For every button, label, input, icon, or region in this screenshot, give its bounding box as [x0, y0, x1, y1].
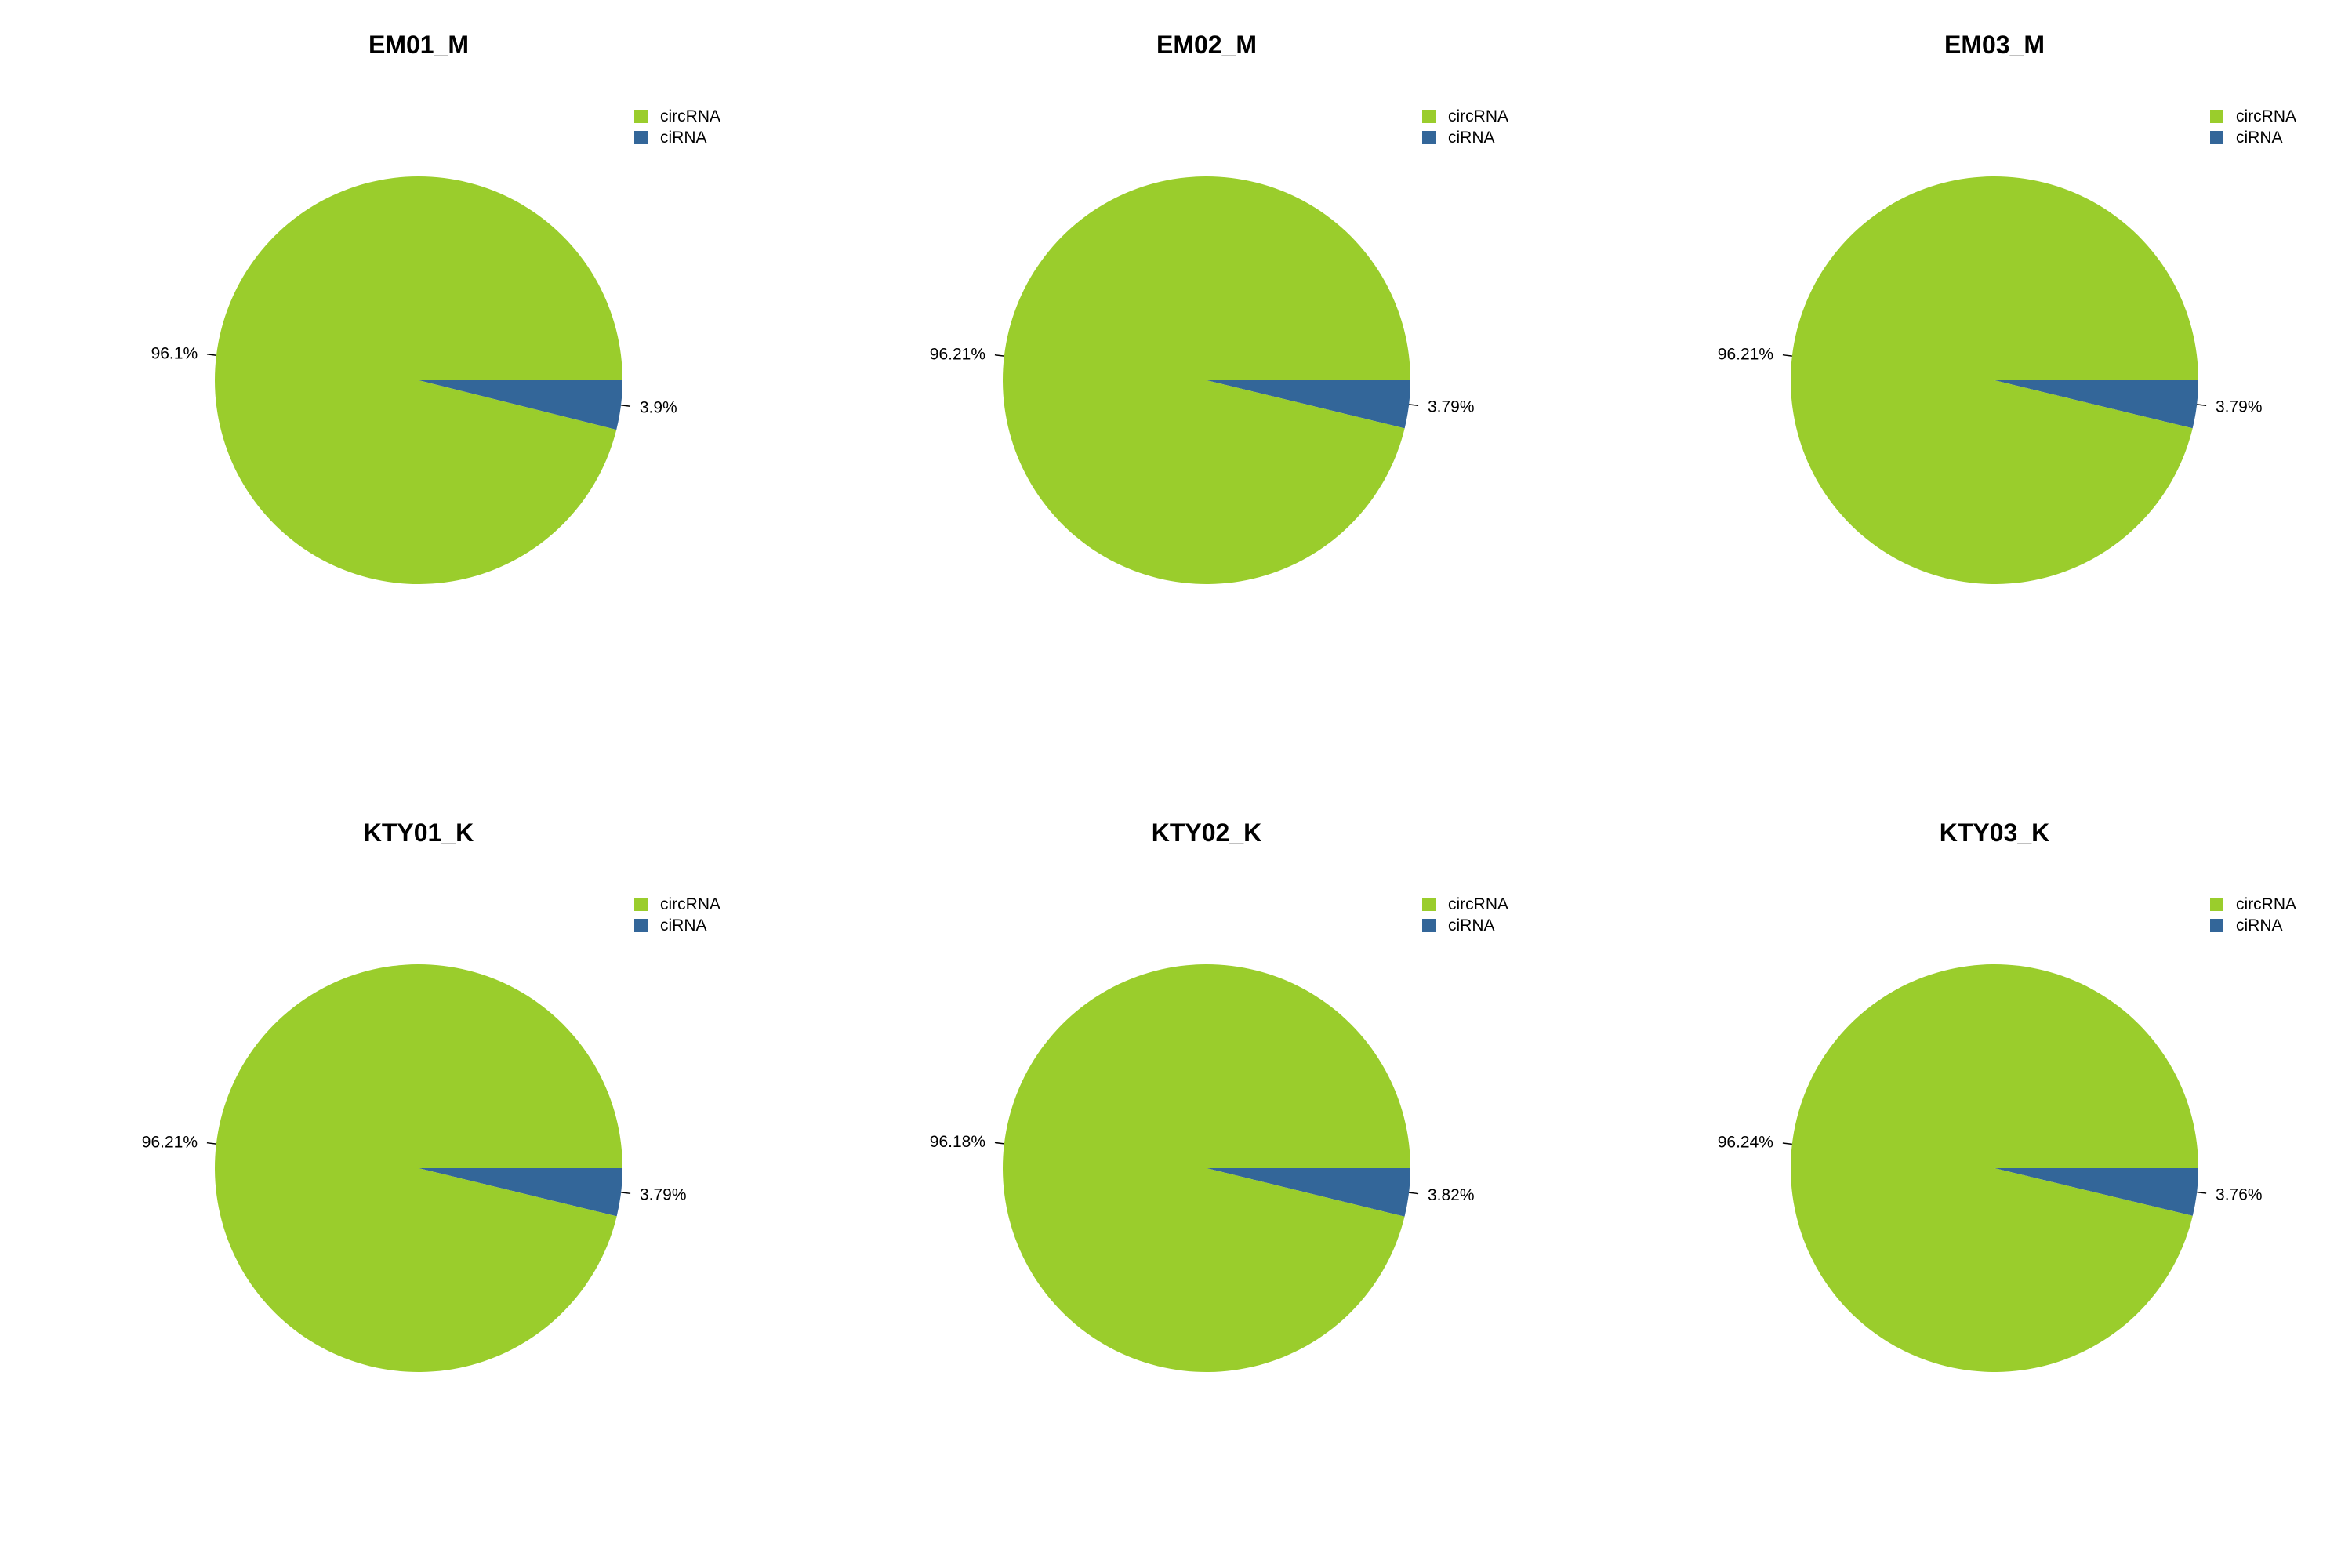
- legend-swatch-cirna: [634, 919, 648, 932]
- slice-leader-line: [206, 1142, 216, 1145]
- pie-slice-circrna: [215, 964, 622, 1373]
- pie-slice-circrna: [214, 176, 622, 585]
- legend-swatch-cirna: [1422, 919, 1436, 932]
- slice-leader-line: [2197, 1191, 2207, 1194]
- legend-label-circrna: circRNA: [660, 895, 720, 913]
- legend-label-circrna: circRNA: [1448, 107, 1508, 125]
- slice-percent-label: 3.79%: [640, 1186, 687, 1204]
- legend-label-cirna: ciRNA: [660, 916, 707, 935]
- chart-title: EM03_M: [1944, 31, 2045, 59]
- slice-percent-label: 96.21%: [930, 345, 985, 363]
- chart-title: KTY03_K: [1940, 818, 2050, 847]
- slice-percent-label: 3.79%: [2216, 398, 2263, 416]
- slice-percent-label: 3.82%: [1428, 1186, 1475, 1204]
- legend-label-cirna: ciRNA: [1448, 129, 1495, 147]
- pie-panel: KTY01_K 3.79% 96.21% circRNA ciRNA: [142, 818, 720, 1373]
- slice-percent-label: 3.76%: [2216, 1185, 2263, 1203]
- legend-label-cirna: ciRNA: [2236, 129, 2283, 147]
- slice-percent-label: 96.21%: [142, 1133, 198, 1151]
- pie-panel: EM03_M 3.79% 96.21% circRNA ciRNA: [1718, 31, 2296, 584]
- pie-panel: EM01_M 3.9% 96.1% circRNA ciRNA: [151, 31, 720, 585]
- legend-label-circrna: circRNA: [2236, 107, 2296, 125]
- pie-slice-cirna: [1994, 380, 2198, 429]
- legend-swatch-circrna: [2210, 110, 2223, 123]
- pie-slice-circrna: [1791, 176, 2198, 584]
- slice-percent-label: 96.1%: [151, 344, 198, 362]
- pie-slice-cirna: [1994, 1168, 2198, 1216]
- legend-swatch-circrna: [2210, 898, 2223, 911]
- legend-label-circrna: circRNA: [1448, 895, 1508, 913]
- slice-leader-line: [206, 354, 217, 356]
- slice-percent-label: 96.18%: [930, 1133, 985, 1151]
- slice-leader-line: [994, 354, 1004, 357]
- slice-leader-line: [620, 405, 631, 407]
- slice-percent-label: 3.9%: [640, 399, 677, 417]
- pie-slice-circrna: [1003, 964, 1410, 1372]
- pie-slice-circrna: [1003, 176, 1410, 584]
- legend-swatch-circrna: [634, 110, 648, 123]
- slice-percent-label: 96.21%: [1718, 345, 1773, 363]
- legend-swatch-cirna: [1422, 131, 1436, 144]
- legend-swatch-circrna: [1422, 110, 1436, 123]
- slice-percent-label: 96.24%: [1718, 1134, 1773, 1152]
- pie-panel: KTY02_K 3.82% 96.18% circRNA ciRNA: [930, 818, 1508, 1372]
- slice-percent-label: 3.79%: [1428, 398, 1475, 416]
- chart-title: KTY02_K: [1152, 818, 1262, 847]
- legend-swatch-circrna: [634, 898, 648, 911]
- chart-title: EM02_M: [1156, 31, 1257, 59]
- slice-leader-line: [1409, 1192, 1419, 1195]
- legend-label-cirna: ciRNA: [2236, 916, 2283, 935]
- chart-title: KTY01_K: [364, 818, 474, 847]
- legend-swatch-cirna: [2210, 131, 2223, 144]
- slice-leader-line: [994, 1142, 1004, 1145]
- pie-panel: KTY03_K 3.76% 96.24% circRNA ciRNA: [1718, 818, 2296, 1372]
- slice-leader-line: [1782, 1142, 1792, 1145]
- pie-slice-cirna: [1207, 380, 1410, 429]
- legend-swatch-circrna: [1422, 898, 1436, 911]
- legend-label-cirna: ciRNA: [660, 129, 707, 147]
- slice-leader-line: [621, 1192, 631, 1195]
- legend-swatch-cirna: [634, 131, 648, 144]
- pie-slice-cirna: [1207, 1168, 1410, 1217]
- legend-label-circrna: circRNA: [660, 107, 720, 125]
- pie-slice-cirna: [419, 380, 622, 430]
- pie-slice-circrna: [1791, 964, 2198, 1372]
- legend-label-circrna: circRNA: [2236, 895, 2296, 913]
- slice-leader-line: [1782, 354, 1792, 357]
- legend-label-cirna: ciRNA: [1448, 916, 1495, 935]
- legend-swatch-cirna: [2210, 919, 2223, 932]
- pie-slice-cirna: [419, 1168, 622, 1217]
- chart-title: EM01_M: [368, 31, 469, 59]
- pie-panel: EM02_M 3.79% 96.21% circRNA ciRNA: [930, 31, 1508, 584]
